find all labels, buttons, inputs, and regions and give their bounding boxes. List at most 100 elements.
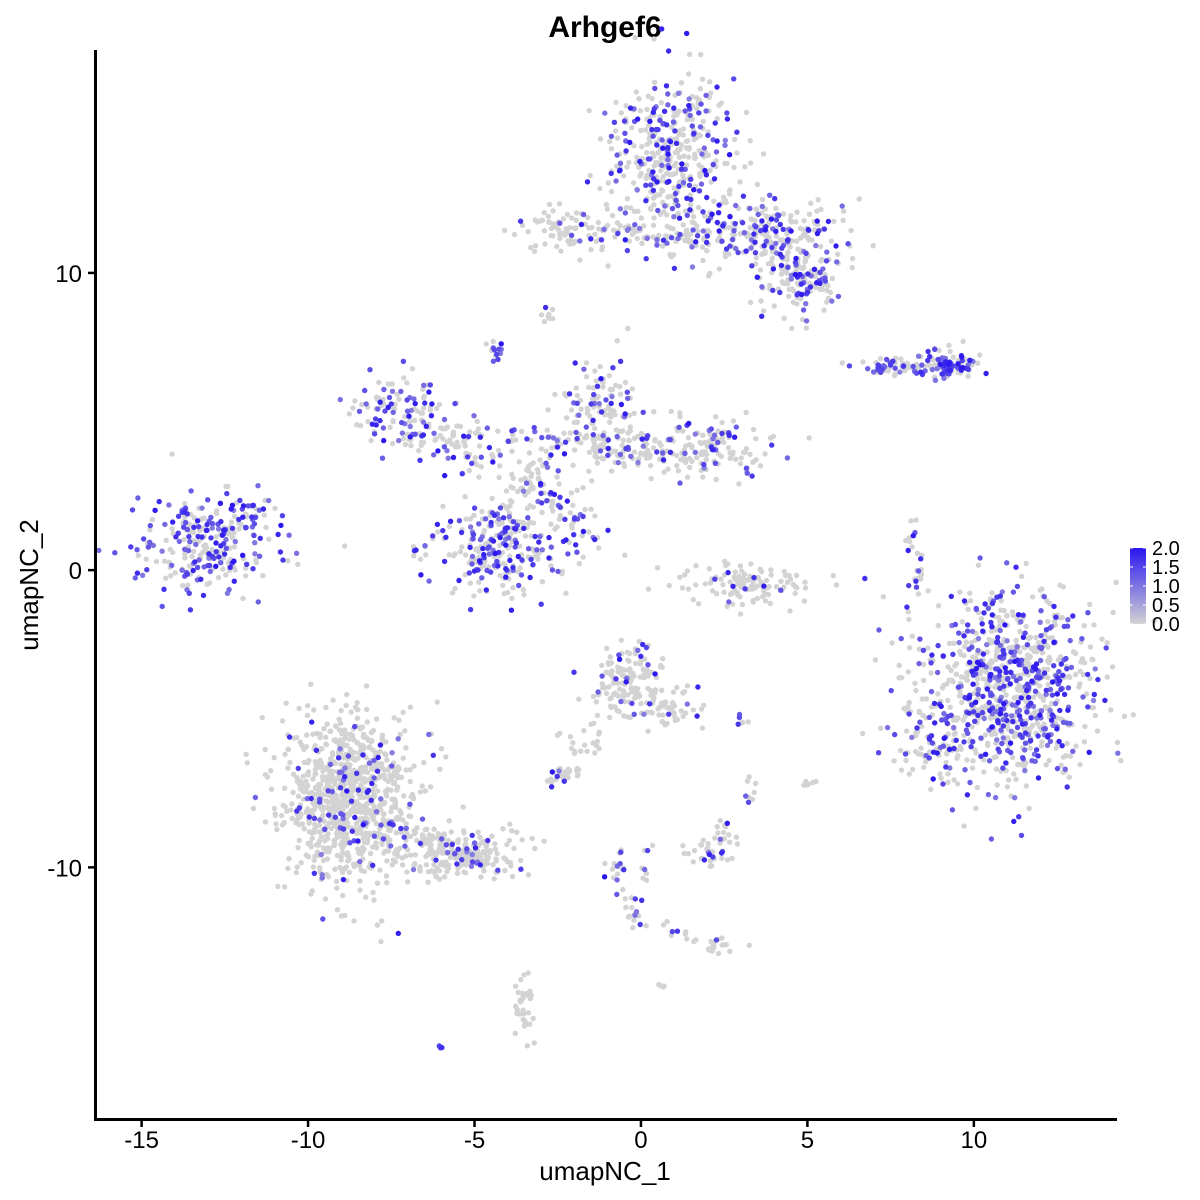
cell-point: [614, 891, 620, 898]
cell-point: [539, 547, 545, 553]
cell-point: [604, 206, 610, 212]
cell-point: [1085, 610, 1091, 616]
cell-point: [208, 535, 214, 541]
cell-point: [613, 178, 619, 184]
cell-point: [371, 897, 377, 903]
cell-point: [680, 843, 686, 849]
cell-point: [509, 448, 515, 454]
cell-point: [760, 594, 766, 600]
cell-point: [509, 595, 515, 602]
cell-point: [388, 843, 394, 849]
cell-point: [840, 208, 847, 214]
cell-point: [959, 619, 965, 625]
cell-point: [778, 271, 785, 277]
cell-point: [500, 515, 507, 521]
cell-point: [557, 504, 563, 510]
cell-point: [582, 221, 589, 227]
cell-point: [400, 709, 406, 715]
cell-point: [721, 439, 727, 446]
cell-point: [190, 567, 196, 574]
cell-point: [508, 531, 514, 537]
cell-point: [542, 241, 548, 247]
cell-point: [147, 522, 153, 529]
cell-point: [800, 307, 807, 313]
cell-point: [928, 786, 934, 792]
cell-point: [231, 544, 238, 550]
cell-point: [749, 473, 755, 479]
cell-point: [909, 544, 915, 550]
cell-point: [454, 861, 460, 867]
cell-point: [313, 842, 320, 848]
cell-point: [304, 795, 310, 802]
cell-point: [572, 360, 578, 366]
cell-point: [325, 779, 332, 785]
cell-point: [823, 299, 830, 305]
cell-point: [166, 502, 172, 508]
cell-point: [972, 699, 979, 705]
cell-point: [731, 232, 737, 238]
cell-point: [320, 916, 326, 922]
cell-point: [446, 552, 452, 558]
cell-point: [669, 707, 675, 713]
cell-point: [736, 573, 742, 580]
cell-point: [545, 434, 551, 440]
cell-point: [884, 724, 891, 731]
cell-point: [692, 449, 698, 455]
cell-point: [548, 452, 554, 458]
cell-point: [784, 231, 790, 237]
cell-point: [422, 543, 428, 549]
cell-point: [525, 546, 532, 552]
cell-point: [320, 857, 327, 864]
cell-point: [752, 239, 758, 245]
cell-point: [676, 183, 682, 190]
cell-point: [431, 452, 437, 458]
cell-point: [1013, 677, 1020, 684]
cell-point: [1041, 721, 1047, 727]
cell-point: [433, 857, 439, 863]
cell-point: [385, 381, 391, 387]
cell-point: [677, 413, 683, 420]
cell-point: [556, 768, 562, 774]
cell-point: [727, 214, 733, 220]
cell-point: [997, 593, 1003, 599]
cell-point: [521, 972, 527, 978]
cell-point: [467, 544, 473, 551]
cell-point: [870, 243, 876, 249]
cell-point: [563, 537, 569, 543]
cell-point: [647, 701, 653, 707]
cell-point: [1018, 657, 1025, 663]
cell-point: [744, 778, 751, 784]
cell-point: [1039, 650, 1046, 656]
cell-point: [571, 669, 577, 675]
cell-point: [245, 503, 251, 509]
cell-point: [1022, 740, 1029, 746]
cell-point: [336, 716, 342, 722]
cell-point: [503, 504, 509, 510]
cell-point: [700, 244, 706, 250]
cell-point: [862, 575, 868, 582]
cell-point: [1037, 694, 1044, 700]
cell-point: [532, 845, 538, 852]
cell-point: [623, 103, 629, 109]
cell-point: [507, 498, 514, 504]
cell-point: [572, 447, 578, 453]
cell-point: [636, 225, 643, 232]
cell-point: [917, 719, 923, 725]
cell-point: [711, 198, 717, 204]
cell-point: [199, 505, 205, 511]
cell-point: [817, 280, 823, 286]
cell-point: [773, 228, 779, 235]
cell-point: [390, 440, 396, 447]
cell-point: [402, 843, 408, 849]
cell-point: [935, 356, 941, 363]
cell-point: [554, 444, 561, 450]
cell-point: [730, 583, 736, 589]
cell-point: [986, 699, 992, 706]
cell-point: [700, 257, 706, 264]
cell-point: [419, 783, 425, 789]
cell-point: [296, 822, 302, 828]
cell-point: [803, 250, 809, 256]
cell-point: [671, 214, 677, 220]
cell-point: [772, 195, 778, 202]
cell-point: [373, 809, 380, 815]
